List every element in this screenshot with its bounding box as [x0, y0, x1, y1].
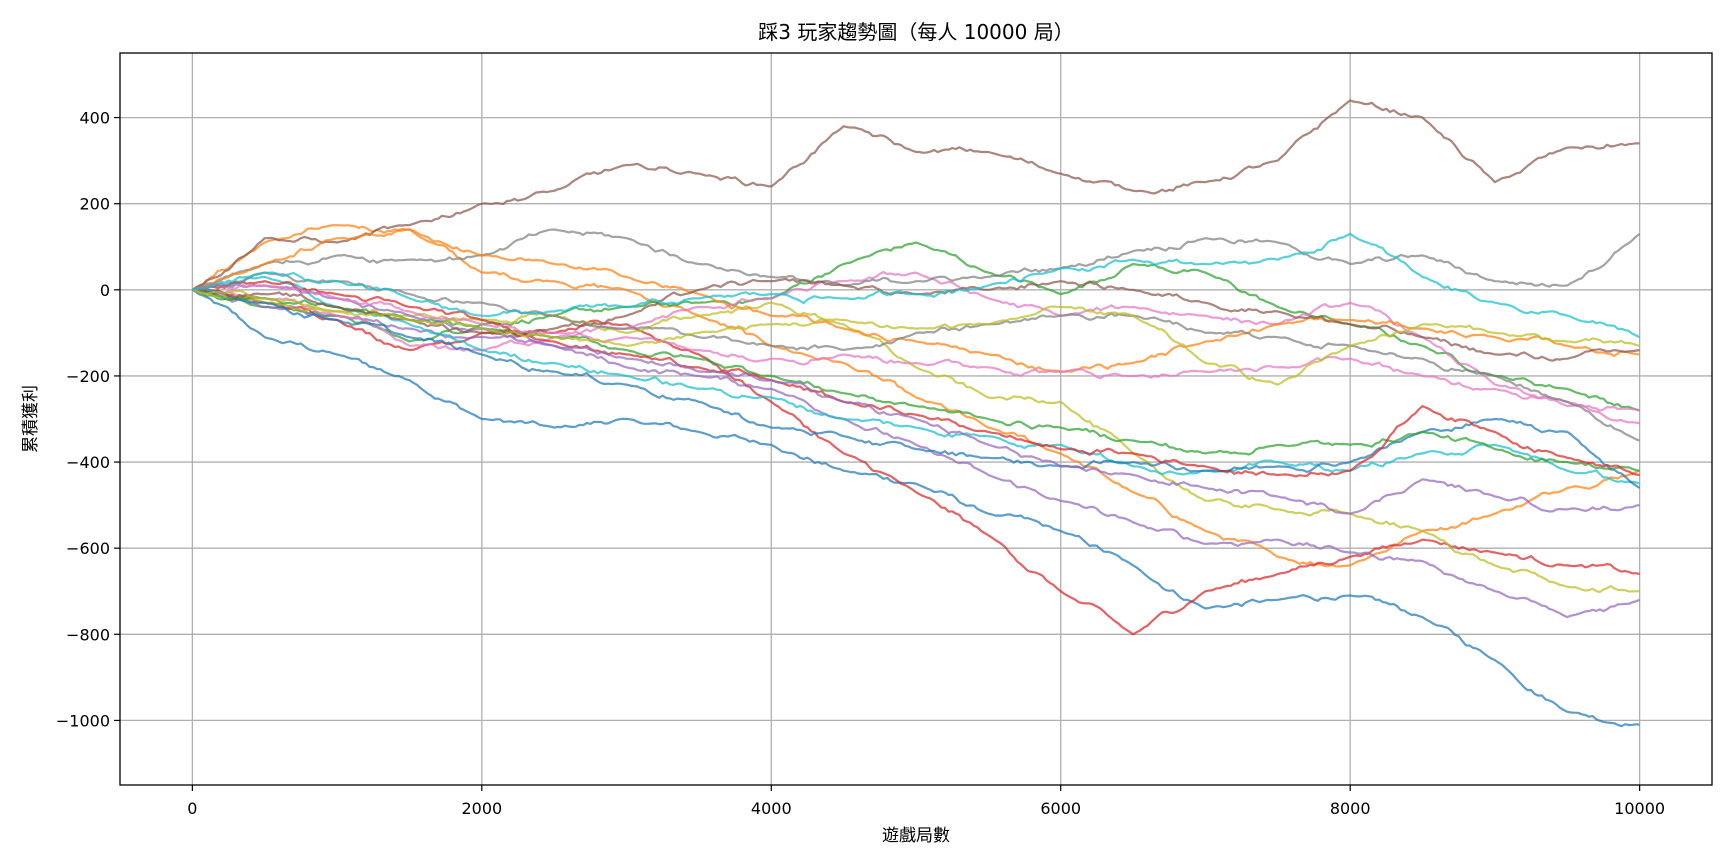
x-tick-label: 6000 [1040, 799, 1081, 818]
x-tick-label: 10000 [1614, 799, 1665, 818]
series-line-14 [192, 280, 1640, 478]
y-tick-label: 0 [100, 281, 110, 300]
series-line-17 [192, 282, 1640, 425]
series-line-12 [192, 228, 1640, 373]
chart-title: 踩3 玩家趨勢圖（每人 10000 局） [758, 20, 1073, 44]
series-line-8 [192, 228, 1641, 291]
series-line-4 [192, 288, 1640, 636]
series-lines [191, 99, 1641, 728]
series-line-6 [191, 99, 1640, 291]
x-tick-label: 2000 [461, 799, 502, 818]
series-line-13 [192, 288, 1640, 472]
x-tick-label: 0 [187, 799, 197, 818]
series-line-15 [192, 282, 1640, 515]
y-axis-label: 累積獲利 [21, 385, 41, 453]
x-tick-label: 8000 [1330, 799, 1371, 818]
y-tick-label: −600 [66, 539, 110, 558]
series-line-3 [192, 241, 1640, 412]
ticks: 0 2000 4000 6000 8000 10000−1000−800−600−400−… [56, 109, 1665, 818]
series-line-20 [192, 232, 1641, 339]
plot-frame [119, 52, 1713, 786]
series-line-18 [192, 271, 1640, 442]
series-line-10 [192, 275, 1640, 485]
x-tick-label: 4000 [751, 799, 792, 818]
y-tick-label: −400 [66, 453, 110, 472]
grid [120, 53, 1712, 785]
x-axis-label: 遊戲局數 [882, 826, 950, 846]
y-tick-label: −800 [66, 625, 110, 644]
y-tick-label: 400 [79, 109, 110, 128]
y-tick-label: −1000 [56, 711, 110, 730]
y-tick-label: 200 [79, 195, 110, 214]
y-tick-label: −200 [66, 367, 110, 386]
series-line-7 [192, 270, 1640, 412]
series-line-19 [192, 288, 1640, 386]
series-line-1 [191, 288, 1640, 728]
series-line-2 [191, 224, 1640, 568]
series-line-11 [192, 288, 1641, 489]
